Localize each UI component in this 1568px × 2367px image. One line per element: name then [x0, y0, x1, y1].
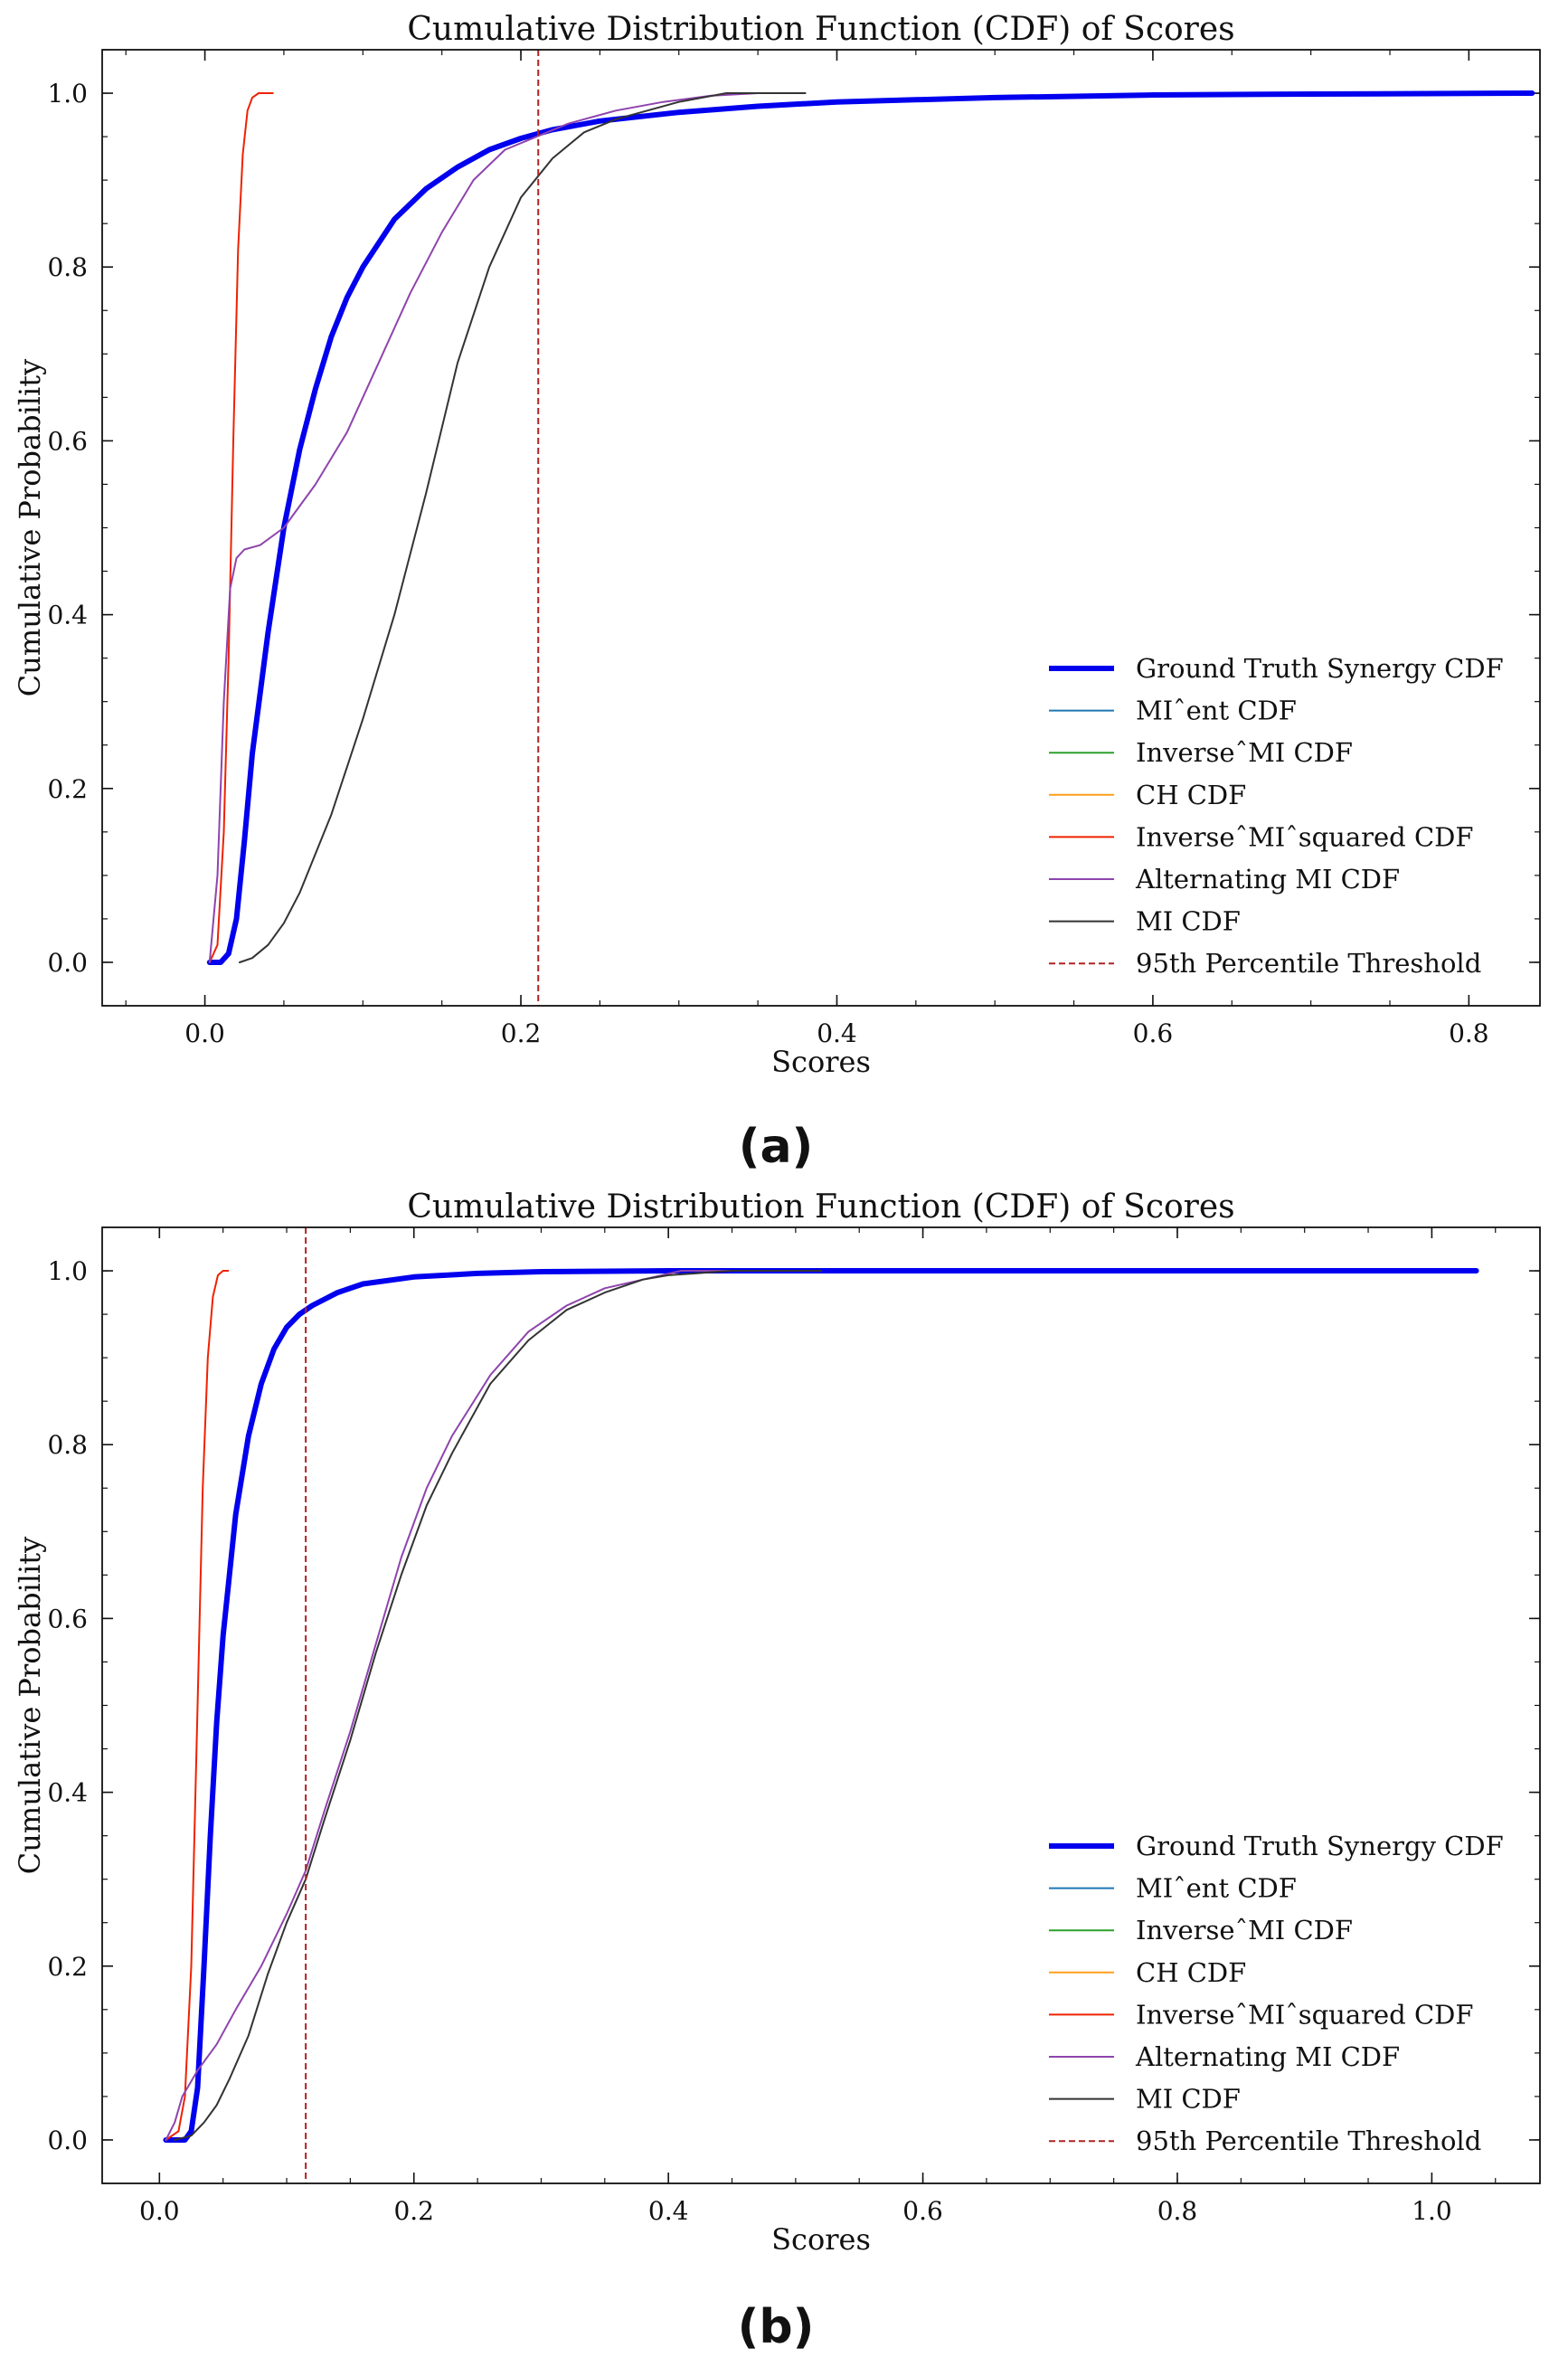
chart-panel-b: Cumulative Distribution Function (CDF) o…: [13, 1188, 1541, 2354]
y-tick-label: 0.2: [47, 774, 88, 804]
series-line-ground-truth-synergy-cdf: [206, 90, 1535, 965]
legend-label: InverseˆMI CDF: [1136, 737, 1353, 768]
x-tick-label: 0.2: [501, 1018, 542, 1048]
y-tick-label: 1.0: [47, 1256, 88, 1286]
x-tick-label: 0.0: [139, 2196, 180, 2226]
y-tick-label: 0.0: [47, 948, 88, 978]
x-tick-label: 0.8: [1449, 1018, 1489, 1048]
x-tick-label: 1.0: [1412, 2196, 1452, 2226]
legend-label: MI CDF: [1136, 2084, 1241, 2115]
y-axis-label: Cumulative Probability: [13, 1537, 47, 1874]
series-line-ground-truth-synergy-cdf: [163, 1268, 1479, 2143]
legend-label: Ground Truth Synergy CDF: [1136, 1831, 1504, 1861]
plot-frame: [101, 49, 1541, 1007]
legend: Ground Truth Synergy CDF MIˆent CDF Invers…: [1049, 1831, 1504, 2156]
legend-label: CH CDF: [1136, 1957, 1246, 1988]
series-line-inverse-mi-squared-cdf: [208, 92, 274, 963]
plot-area: [206, 50, 1535, 1006]
x-axis-label: Scores: [771, 1045, 871, 1079]
plot-frame: [101, 1226, 1541, 2184]
legend-label: InverseˆMIˆsquared CDF: [1136, 1999, 1474, 2030]
series-line-alternating-mi-cdf: [165, 1270, 822, 2141]
x-tick-label: 0.2: [393, 2196, 434, 2226]
series-line-mi-cdf: [174, 1270, 822, 2141]
legend-label: 95th Percentile Threshold: [1136, 948, 1481, 979]
x-tick-label: 0.6: [902, 2196, 943, 2226]
legend-label: CH CDF: [1136, 780, 1246, 810]
legend: Ground Truth Synergy CDF MIˆent CDF Invers…: [1049, 653, 1504, 979]
y-tick-label: 0.8: [47, 1430, 88, 1460]
chart-panel-a: Cumulative Distribution Function (CDF) o…: [13, 11, 1541, 1174]
series-line-mi-cdf: [239, 92, 807, 963]
legend-label: 95th Percentile Threshold: [1136, 2126, 1481, 2156]
y-tick-label: 0.0: [47, 2126, 88, 2155]
y-tick-label: 0.2: [47, 1952, 88, 1982]
x-tick-label: 0.6: [1133, 1018, 1174, 1048]
y-tick-label: 1.0: [47, 79, 88, 109]
y-tick-label: 0.4: [47, 601, 88, 630]
y-axis-label: Cumulative Probability: [13, 359, 47, 696]
x-tick-label: 0.8: [1157, 2196, 1198, 2226]
x-axis-label: Scores: [771, 2222, 871, 2257]
legend-label: MI CDF: [1136, 906, 1241, 937]
y-tick-label: 0.6: [47, 426, 88, 456]
legend-label: Alternating MI CDF: [1135, 864, 1400, 895]
x-tick-label: 0.4: [817, 1018, 857, 1048]
series-line-inverse-mi-squared-cdf: [165, 1270, 230, 2141]
legend-label: Ground Truth Synergy CDF: [1136, 653, 1504, 684]
x-tick-label: 0.4: [648, 2196, 689, 2226]
legend-label: InverseˆMI CDF: [1136, 1915, 1353, 1946]
y-tick-label: 0.6: [47, 1604, 88, 1633]
legend-label: Alternating MI CDF: [1135, 2041, 1400, 2072]
series-line-alternating-mi-cdf: [208, 92, 807, 963]
panel-label: (b): [738, 2300, 815, 2354]
x-tick-label: 0.0: [184, 1018, 225, 1048]
y-tick-label: 0.4: [47, 1778, 88, 1808]
chart-title: Cumulative Distribution Function (CDF) o…: [407, 11, 1234, 48]
legend-label: InverseˆMIˆsquared CDF: [1136, 821, 1474, 852]
y-tick-label: 0.8: [47, 252, 88, 282]
panel-label: (a): [739, 1120, 814, 1174]
chart-title: Cumulative Distribution Function (CDF) o…: [407, 1188, 1234, 1226]
legend-label: MIˆent CDF: [1136, 696, 1297, 726]
legend-label: MIˆent CDF: [1136, 1873, 1297, 1904]
plot-area: [163, 1227, 1479, 2183]
